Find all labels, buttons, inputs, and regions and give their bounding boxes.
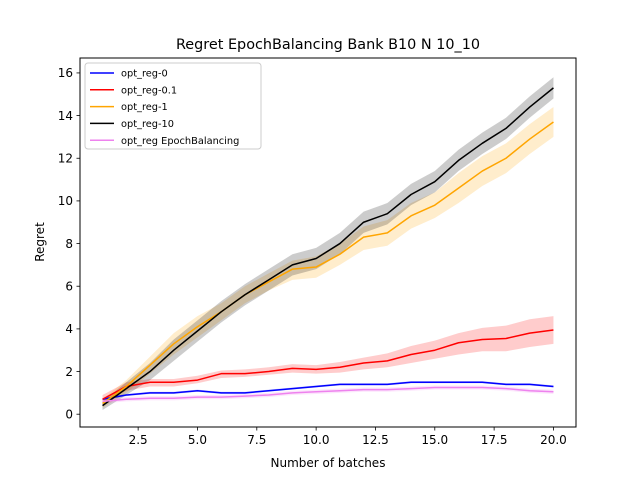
- y-axis-ticks: 0 2 4 6 8 10 12 14 16: [58, 66, 80, 422]
- band-opt-reg-1: [102, 107, 554, 408]
- y-tick-label: 10: [58, 194, 73, 208]
- line-opt-reg-epochbalancing: [102, 386, 554, 403]
- legend-label-opt-reg-epochbalancing: opt_reg EpochBalancing: [121, 136, 239, 147]
- legend-label-opt-reg-0-1: opt_reg-0.1: [121, 85, 177, 96]
- y-tick-label: 14: [58, 109, 73, 123]
- y-tick-label: 6: [65, 280, 73, 294]
- x-axis-ticks: 2.5 5.0 7.5 10.0 12.5 15.0 17.5 20.0: [129, 427, 567, 447]
- legend-label-opt-reg-0: opt_reg-0: [121, 69, 168, 80]
- x-tick-label: 15.0: [421, 433, 448, 447]
- series-lines: [102, 87, 554, 407]
- legend: opt_reg-0 opt_reg-0.1 opt_reg-1 opt_reg-10o…: [84, 62, 262, 150]
- x-tick-label: 10.0: [303, 433, 330, 447]
- line-opt-reg-0-1: [102, 329, 554, 400]
- x-tick-label: 5.0: [188, 433, 207, 447]
- y-tick-label: 8: [65, 237, 73, 251]
- legend-box: [84, 62, 262, 150]
- y-tick-label: 2: [65, 365, 73, 379]
- y-axis-label: Regret: [33, 222, 47, 262]
- x-tick-label: 17.5: [481, 433, 508, 447]
- y-tick-label: 16: [58, 66, 73, 80]
- line-opt-reg-10: [102, 87, 554, 407]
- y-tick-label: 4: [65, 322, 73, 336]
- chart-title: Regret EpochBalancing Bank B10 N 10_10: [176, 37, 480, 53]
- x-tick-label: 20.0: [540, 433, 567, 447]
- legend-label-opt-reg-10: opt_reg-10: [121, 119, 174, 130]
- x-axis-label: Number of batches: [271, 456, 386, 470]
- line-opt-reg-0: [102, 381, 554, 401]
- y-tick-label: 12: [58, 152, 73, 166]
- y-tick-label: 0: [65, 408, 73, 422]
- x-tick-label: 7.5: [247, 433, 266, 447]
- x-tick-label: 12.5: [362, 433, 389, 447]
- band-opt-reg-10: [102, 77, 554, 410]
- plot-frame: [79, 57, 577, 428]
- band-opt-reg-epochbalancing: [102, 385, 554, 404]
- line-opt-reg-1: [102, 121, 554, 405]
- x-tick-label: 2.5: [129, 433, 148, 447]
- legend-label-opt-reg-1: opt_reg-1: [121, 102, 168, 113]
